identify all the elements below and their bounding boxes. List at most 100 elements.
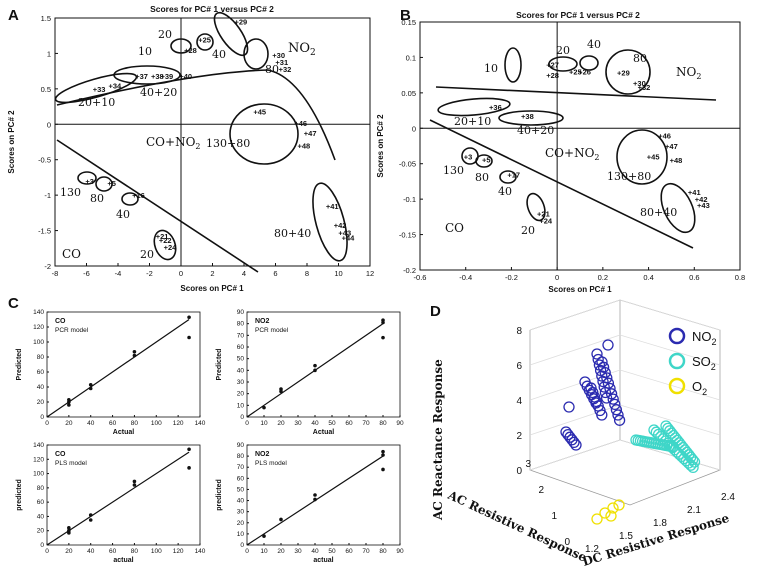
panel-d-no2-point bbox=[568, 436, 580, 449]
panel-c2-xtick-label: 20 bbox=[277, 420, 285, 427]
panel-b-ytick-label: 0.15 bbox=[401, 18, 416, 27]
panel-c3-ytick-label: 80 bbox=[37, 485, 45, 492]
panel-c2-point bbox=[313, 363, 317, 368]
panel-a-ytick-label: 1.5 bbox=[41, 14, 51, 23]
panel-b-point-label: +41 bbox=[688, 188, 701, 197]
panel-a-point-label: +25 bbox=[198, 35, 211, 44]
panel-b-point-label: +24 bbox=[539, 216, 553, 225]
panel-b-point-label: +47 bbox=[665, 142, 678, 151]
panel-b-point-label: +48 bbox=[670, 156, 683, 165]
panel-c1-ylabel: Predicted bbox=[16, 349, 23, 381]
panel-c1-ytick-label: 140 bbox=[33, 309, 44, 316]
panel-c3-ylabel: predicted bbox=[16, 479, 23, 511]
panel-c3-frame bbox=[46, 444, 201, 546]
panel-c2-xlabel: Actual bbox=[313, 429, 334, 436]
panel-c4-ytick-label: 60 bbox=[237, 475, 245, 482]
panel-a-point-label: +39 bbox=[160, 72, 173, 81]
panel-c1-point bbox=[132, 353, 137, 358]
panel-d-ztick-label: 6 bbox=[516, 361, 522, 372]
panel-c4-ytick-label: 40 bbox=[237, 498, 245, 505]
panel-a-point-label: +44 bbox=[342, 234, 356, 243]
panel-b-frame bbox=[419, 21, 741, 271]
panel-c4-frame bbox=[246, 444, 401, 546]
panel-d-so2-point bbox=[685, 459, 697, 471]
panel-d-so2-point bbox=[687, 461, 699, 474]
panel-b-points: +27+28 +25+26 +29+30+32 +36 +38 +46 +47 +45 +48 +… bbox=[464, 61, 710, 226]
panel-d-ylabel: AC Resistive Response bbox=[445, 488, 589, 565]
panel-a-xtick-label: 0 bbox=[179, 269, 183, 278]
panel-c3-model-name: CO bbox=[55, 451, 66, 458]
panel-c4-xtick-label: 40 bbox=[311, 548, 319, 555]
legend-label-o2: O2 bbox=[692, 379, 707, 397]
panel-a-annot-80: 80 bbox=[265, 63, 279, 76]
panel-d-ytick-label: 2 bbox=[538, 485, 544, 496]
panel-d-left-wall bbox=[529, 330, 621, 471]
panel-c1-xtick-label: 20 bbox=[65, 420, 73, 427]
panel-d-no2-point bbox=[570, 439, 582, 451]
panel-d-no2-point bbox=[602, 377, 615, 389]
panel-c2-ytick-label: 50 bbox=[237, 356, 245, 363]
panel-c1-xlabel: Actual bbox=[113, 429, 134, 436]
panel-c2-xtick-label: 30 bbox=[294, 420, 302, 427]
panel-c4-xtick-label: 90 bbox=[396, 548, 404, 555]
panel-c1-ytick-label: 100 bbox=[33, 339, 44, 346]
panel-c4-ytick-label: 20 bbox=[237, 520, 245, 527]
panel-b-ellipse-20plus10 bbox=[437, 97, 511, 117]
panel-a-ellipse-20b bbox=[153, 229, 177, 261]
panel-a-point-label: +31 bbox=[275, 58, 288, 67]
panel-a-xtick-label: 8 bbox=[305, 269, 309, 278]
panel-d-xtick-label: 1.2 bbox=[585, 544, 599, 555]
panel-a-point-label: +48 bbox=[297, 142, 310, 151]
panel-d-no2-point bbox=[563, 401, 575, 413]
panel-b-point-label: +32 bbox=[638, 83, 651, 92]
panel-c2-xtick-label: 70 bbox=[362, 420, 370, 427]
panel-a-point-label: +43 bbox=[338, 229, 351, 238]
panel-c3-point bbox=[187, 447, 191, 452]
panel-b-annot-co-no2: CO+NO2 bbox=[545, 146, 600, 162]
panel-d-no2-point bbox=[613, 414, 626, 426]
panel-b-xtick-label: 0.8 bbox=[735, 273, 745, 282]
panel-c1-ytick-label: 0 bbox=[40, 414, 44, 421]
panel-c1-point bbox=[187, 315, 191, 320]
panel-b-ytick-label: 0.1 bbox=[406, 53, 416, 62]
panel-a-ytick-label: -0.5 bbox=[38, 156, 51, 165]
panel-c3-xtick-label: 0 bbox=[45, 548, 49, 555]
panel-c1-point bbox=[88, 386, 93, 391]
panel-c3-xtick-label: 140 bbox=[195, 548, 206, 555]
panel-b-ellipse-20b bbox=[526, 192, 546, 222]
panel-d-o2-point bbox=[599, 507, 611, 519]
panel-b-point-label: +43 bbox=[697, 201, 710, 210]
panel-b-title: Scores for PC# 1 versus PC# 2 bbox=[516, 10, 640, 20]
panel-c2-ytick-label: 40 bbox=[237, 367, 245, 374]
panel-d-no2-point bbox=[597, 361, 610, 373]
panel-b-annot-40b: 40 bbox=[498, 185, 512, 198]
panel-c1-xtick-label: 80 bbox=[131, 420, 139, 427]
panel-a-point-label: +16 bbox=[132, 191, 145, 200]
panel-c4-point bbox=[381, 453, 385, 457]
panel-a-point-label: +29 bbox=[234, 18, 247, 27]
panel-c2-point bbox=[262, 405, 266, 410]
panel-d-no2-point bbox=[605, 388, 618, 400]
panel-b-annot-20: 20 bbox=[556, 44, 570, 57]
panel-b-ellipse-20 bbox=[548, 56, 578, 72]
panel-c3-point bbox=[67, 528, 71, 533]
panel-a-annot-40: 40 bbox=[212, 48, 226, 61]
panel-c3-ytick-label: 140 bbox=[33, 442, 44, 449]
panel-a-ytick-label: -1.5 bbox=[38, 227, 51, 236]
panel-a-point-label: +37 bbox=[135, 72, 148, 81]
panel-a-xtick-label: 6 bbox=[273, 269, 277, 278]
panel-b-ytick-label: -0.1 bbox=[403, 195, 416, 204]
panel-c4-ytick-label: 50 bbox=[237, 486, 245, 493]
panel-a-ellipse-130 bbox=[77, 171, 97, 185]
panel-a-ellipse-80plus40 bbox=[312, 182, 348, 262]
panel-b-xtick-label: 0.6 bbox=[689, 273, 699, 282]
panel-c1-xtick-label: 60 bbox=[109, 420, 117, 427]
panel-c4-point bbox=[279, 517, 283, 522]
panel-d-no2-point bbox=[596, 409, 608, 421]
panel-c3-model-type: PLS model bbox=[55, 460, 87, 467]
panel-a-point-label: +40 bbox=[179, 72, 192, 81]
panel-c3-xtick-label: 40 bbox=[87, 548, 95, 555]
panel-d-ytick-label: 0 bbox=[564, 537, 570, 548]
panel-b-annot-80: 80 bbox=[633, 52, 647, 65]
panel-d-ztick-label: 2 bbox=[516, 431, 522, 442]
